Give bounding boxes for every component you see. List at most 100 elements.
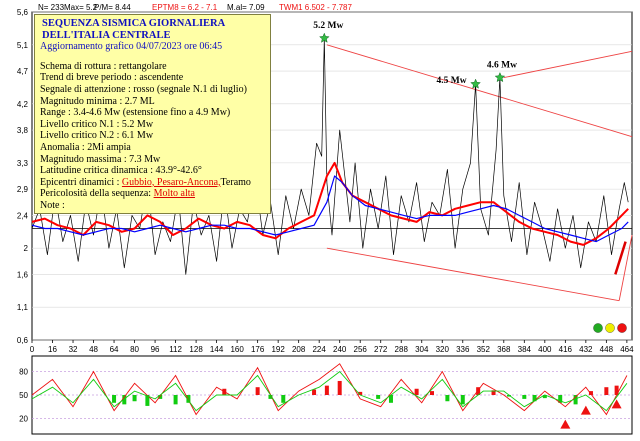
info-title-2: DELL'ITALIA CENTRALE xyxy=(42,29,171,41)
x-tick-label: 304 xyxy=(415,345,429,354)
traffic-light-green xyxy=(593,323,603,333)
oscillator-bar xyxy=(573,395,578,405)
info-box: SEQUENZA SISMICA GIORNALIERA DELL'ITALIA… xyxy=(34,14,271,214)
x-tick-label: 208 xyxy=(292,345,306,354)
y-tick-label: 1,6 xyxy=(17,270,29,279)
oscillator-bar xyxy=(145,395,150,406)
osc-y-tick-label: 20 xyxy=(19,414,28,423)
oscillator-bar xyxy=(255,387,260,395)
x-tick-label: 288 xyxy=(395,345,409,354)
x-tick-label: 112 xyxy=(169,345,182,354)
oscillator-bar xyxy=(588,391,593,395)
info-title-1: SEQUENZA SISMICA GIORNALIERA xyxy=(42,18,226,29)
oscillator-bar xyxy=(376,395,381,399)
header-eptm: EPTM8 = 6.2 - 7.1 xyxy=(152,3,218,12)
oscillator-bar xyxy=(445,395,450,402)
oscillator-bar xyxy=(542,395,547,399)
y-tick-label: 1,1 xyxy=(17,303,29,312)
info-line: Schema di rottura : rettangolare xyxy=(40,60,167,72)
y-tick-label: 5,6 xyxy=(17,8,29,17)
x-tick-label: 144 xyxy=(210,345,224,354)
x-tick-label: 272 xyxy=(374,345,388,354)
oscillator-bar xyxy=(604,387,609,395)
oscillator-bar xyxy=(132,395,137,402)
y-tick-label: 4,2 xyxy=(17,100,29,109)
x-tick-label: 48 xyxy=(89,345,98,354)
info-line: Livello critico N.2 : 6.1 Mw xyxy=(40,130,154,142)
oscillator-bar xyxy=(506,395,511,397)
x-tick-label: 96 xyxy=(151,345,160,354)
y-tick-label: 3,8 xyxy=(17,126,29,135)
oscillator-bar xyxy=(324,385,329,395)
osc-y-tick-label: 50 xyxy=(19,391,28,400)
x-tick-label: 256 xyxy=(354,345,368,354)
oscillator-bar xyxy=(491,390,496,395)
channel-lower-line xyxy=(326,247,620,302)
info-line: Segnale di attenzione : rosso (segnale N… xyxy=(40,83,247,95)
x-tick-label: 464 xyxy=(620,345,634,354)
x-tick-label: 80 xyxy=(130,345,139,354)
oscillator-bar xyxy=(358,391,363,395)
info-line: Latitudine critica dinamica : 43.9°-42.6… xyxy=(40,165,202,177)
x-tick-label: 240 xyxy=(333,345,347,354)
oscillator-bar xyxy=(337,380,342,395)
oscillator-bar xyxy=(158,395,163,399)
oscillator-bar xyxy=(112,395,117,403)
header-mal: M.al= 7.09 xyxy=(227,3,265,12)
oscillator-bar xyxy=(186,395,191,403)
oscillator-bar xyxy=(558,395,563,403)
info-line: Magnitudo massima : 7.3 Mw xyxy=(40,153,161,165)
info-note: Note : xyxy=(40,199,65,211)
x-tick-label: 416 xyxy=(559,345,573,354)
x-tick-label: 0 xyxy=(30,345,35,354)
oscillator-bar xyxy=(614,385,619,395)
info-line: Magnitudo minima : 2.7 ML xyxy=(40,95,155,107)
epicentri-label: Epicentri dinamici : xyxy=(40,176,122,188)
oscillator-bar xyxy=(268,395,273,399)
traffic-light-red xyxy=(617,323,627,333)
x-tick-label: 176 xyxy=(251,345,265,354)
red-moving-average-series xyxy=(31,161,629,246)
header-twm: TWM1 6.502 - 7.787 xyxy=(279,3,352,12)
osc-y-tick-label: 80 xyxy=(19,368,28,377)
oscillator-bar xyxy=(522,395,527,399)
info-line: Trend di breve periodo : ascendente xyxy=(40,72,184,84)
signal-triangle-marker xyxy=(611,399,622,409)
x-tick-label: 224 xyxy=(312,345,326,354)
header-n: N= 233 xyxy=(38,3,65,12)
oscillator-bar xyxy=(532,395,537,402)
x-tick-label: 384 xyxy=(518,345,532,354)
oscillator-green-line xyxy=(31,370,628,412)
y-tick-label: 2,9 xyxy=(17,185,29,194)
x-tick-label: 64 xyxy=(110,345,119,354)
oscillator-bar xyxy=(281,395,286,403)
x-tick-label: 400 xyxy=(538,345,552,354)
channel-rise-line xyxy=(503,50,633,79)
magnitude-star-marker xyxy=(470,78,481,89)
pericolosita-label: Pericolosità della sequenza: xyxy=(40,188,154,200)
x-tick-label: 160 xyxy=(230,345,244,354)
epicentri-link[interactable]: Gubbio, Pesaro-Ancona, xyxy=(121,176,221,188)
oscillator-bar xyxy=(476,387,481,395)
epicentri-tail: Teramo xyxy=(220,176,251,188)
info-updated: Aggiornamento grafico 04/07/2023 ore 06:… xyxy=(40,41,223,53)
magnitude-star-marker xyxy=(494,71,506,83)
x-tick-label: 32 xyxy=(69,345,78,354)
traffic-light-yellow xyxy=(605,323,615,333)
x-tick-label: 320 xyxy=(436,345,450,354)
pericolosita-value[interactable]: Molto alta xyxy=(153,188,195,200)
channel-end-line xyxy=(618,234,633,301)
oscillator-bar xyxy=(388,395,393,403)
magnitude-star-marker xyxy=(318,32,330,43)
raw-magnitude-series xyxy=(31,37,629,275)
oscillator-bar xyxy=(122,395,127,405)
header-pm: P/M= 8.44 xyxy=(94,3,131,12)
x-tick-label: 432 xyxy=(579,345,593,354)
blue-moving-average-series xyxy=(31,175,629,243)
magnitude-annotation-label: 5.2 Mw xyxy=(313,21,343,31)
x-tick-label: 368 xyxy=(497,345,511,354)
oscillator-bar xyxy=(460,395,465,405)
oscillator-bar xyxy=(430,391,434,395)
x-tick-label: 336 xyxy=(456,345,470,354)
